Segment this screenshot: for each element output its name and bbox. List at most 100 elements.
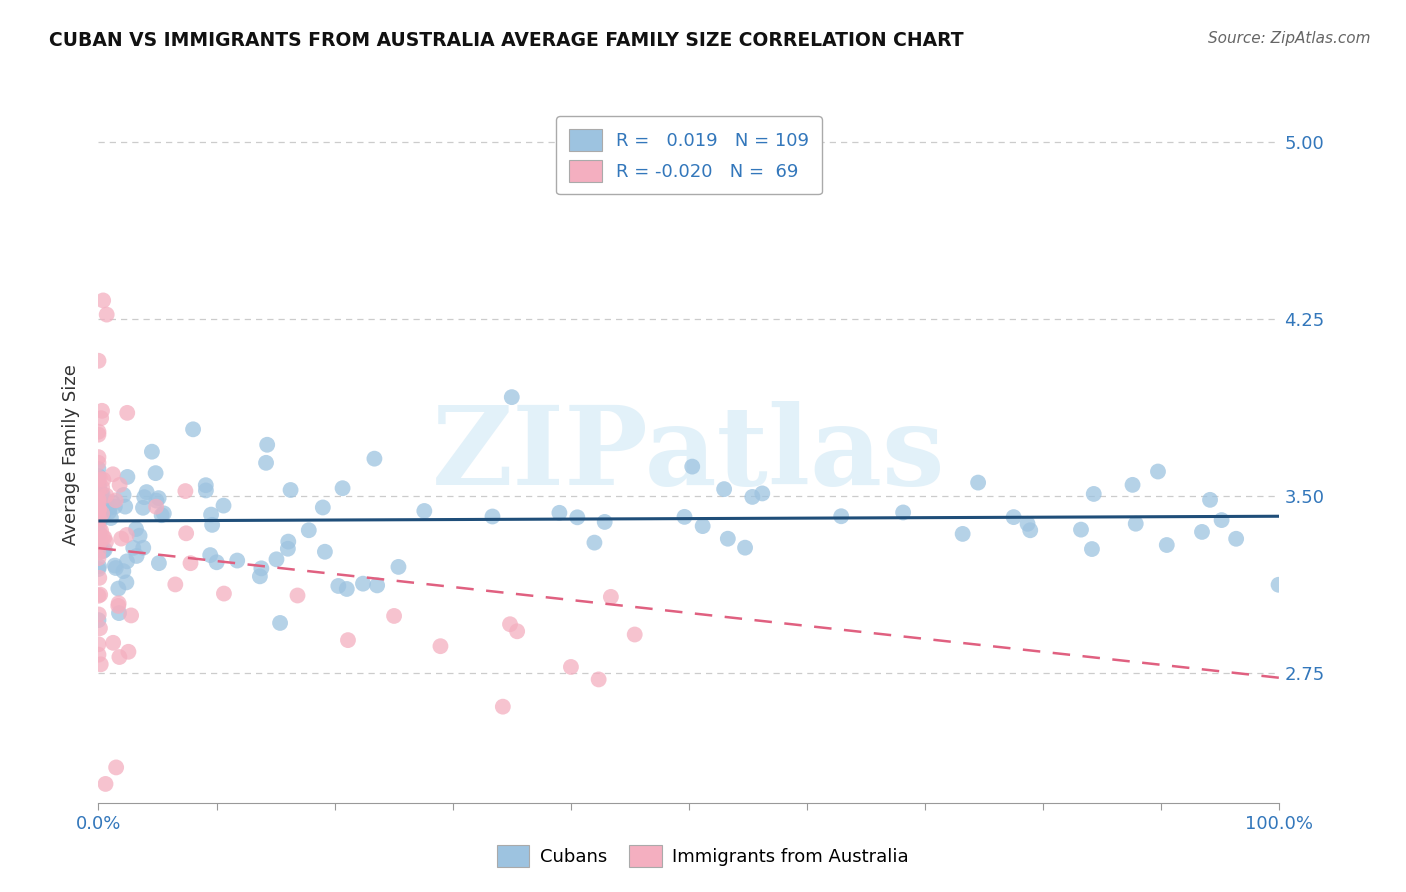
Point	[87, 483, 110, 498]
Point	[87, 486, 110, 500]
Point	[1019, 523, 1042, 537]
Point	[1002, 510, 1025, 524]
Point	[1211, 513, 1233, 527]
Point	[108, 606, 131, 620]
Point	[89, 621, 111, 635]
Point	[93, 531, 115, 545]
Point	[506, 624, 529, 639]
Point	[212, 499, 235, 513]
Point	[87, 526, 110, 541]
Point	[89, 512, 111, 526]
Point	[90, 488, 112, 502]
Point	[967, 475, 990, 490]
Point	[114, 500, 136, 514]
Point	[1017, 516, 1039, 531]
Point	[87, 495, 110, 509]
Point	[599, 590, 621, 604]
Point	[87, 353, 110, 368]
Point	[87, 545, 110, 559]
Point	[1156, 538, 1178, 552]
Point	[266, 552, 288, 566]
Point	[692, 519, 714, 533]
Point	[287, 589, 309, 603]
Text: Source: ZipAtlas.com: Source: ZipAtlas.com	[1208, 31, 1371, 46]
Point	[87, 502, 110, 516]
Point	[499, 617, 522, 632]
Point	[90, 501, 112, 516]
Point	[194, 478, 217, 492]
Point	[87, 637, 110, 651]
Point	[145, 500, 167, 514]
Point	[734, 541, 756, 555]
Point	[115, 528, 138, 542]
Point	[117, 470, 139, 484]
Point	[120, 608, 142, 623]
Point	[145, 493, 167, 508]
Point	[481, 509, 503, 524]
Point	[90, 657, 112, 672]
Point	[830, 509, 852, 524]
Point	[174, 526, 197, 541]
Point	[314, 545, 336, 559]
Point	[104, 558, 127, 573]
Point	[250, 561, 273, 575]
Point	[352, 576, 374, 591]
Point	[125, 522, 148, 536]
Point	[145, 466, 167, 480]
Point	[87, 425, 110, 439]
Point	[89, 502, 111, 516]
Point	[89, 571, 111, 585]
Point	[87, 492, 110, 507]
Point	[277, 534, 299, 549]
Point	[104, 561, 127, 575]
Point	[87, 456, 110, 470]
Point	[254, 456, 277, 470]
Point	[165, 577, 187, 591]
Point	[194, 483, 217, 498]
Point	[87, 551, 110, 566]
Point	[150, 508, 173, 523]
Point	[132, 500, 155, 515]
Point	[501, 390, 523, 404]
Point	[1125, 516, 1147, 531]
Point	[366, 578, 388, 592]
Point	[382, 609, 405, 624]
Point	[717, 532, 740, 546]
Point	[89, 588, 111, 602]
Point	[363, 451, 385, 466]
Point	[91, 544, 114, 558]
Point	[101, 495, 124, 509]
Point	[751, 486, 773, 500]
Point	[87, 589, 110, 603]
Point	[277, 541, 299, 556]
Point	[87, 462, 110, 476]
Y-axis label: Average Family Size: Average Family Size	[62, 365, 80, 545]
Point	[96, 489, 118, 503]
Point	[1191, 524, 1213, 539]
Point	[91, 506, 114, 520]
Point	[87, 473, 110, 487]
Point	[98, 500, 121, 515]
Point	[90, 524, 112, 538]
Point	[122, 541, 145, 555]
Point	[125, 549, 148, 563]
Point	[98, 505, 121, 519]
Point	[681, 459, 703, 474]
Point	[117, 645, 139, 659]
Point	[108, 478, 131, 492]
Point	[91, 404, 114, 418]
Point	[112, 488, 135, 502]
Text: ZIPatlas: ZIPatlas	[432, 401, 946, 508]
Point	[91, 293, 114, 308]
Point	[312, 500, 335, 515]
Point	[200, 548, 222, 562]
Point	[249, 569, 271, 583]
Point	[1267, 578, 1289, 592]
Point	[87, 496, 110, 510]
Legend: Cubans, Immigrants from Australia: Cubans, Immigrants from Australia	[489, 838, 917, 874]
Point	[179, 556, 201, 570]
Point	[1122, 478, 1144, 492]
Point	[673, 509, 696, 524]
Point	[87, 538, 110, 552]
Point	[87, 648, 110, 662]
